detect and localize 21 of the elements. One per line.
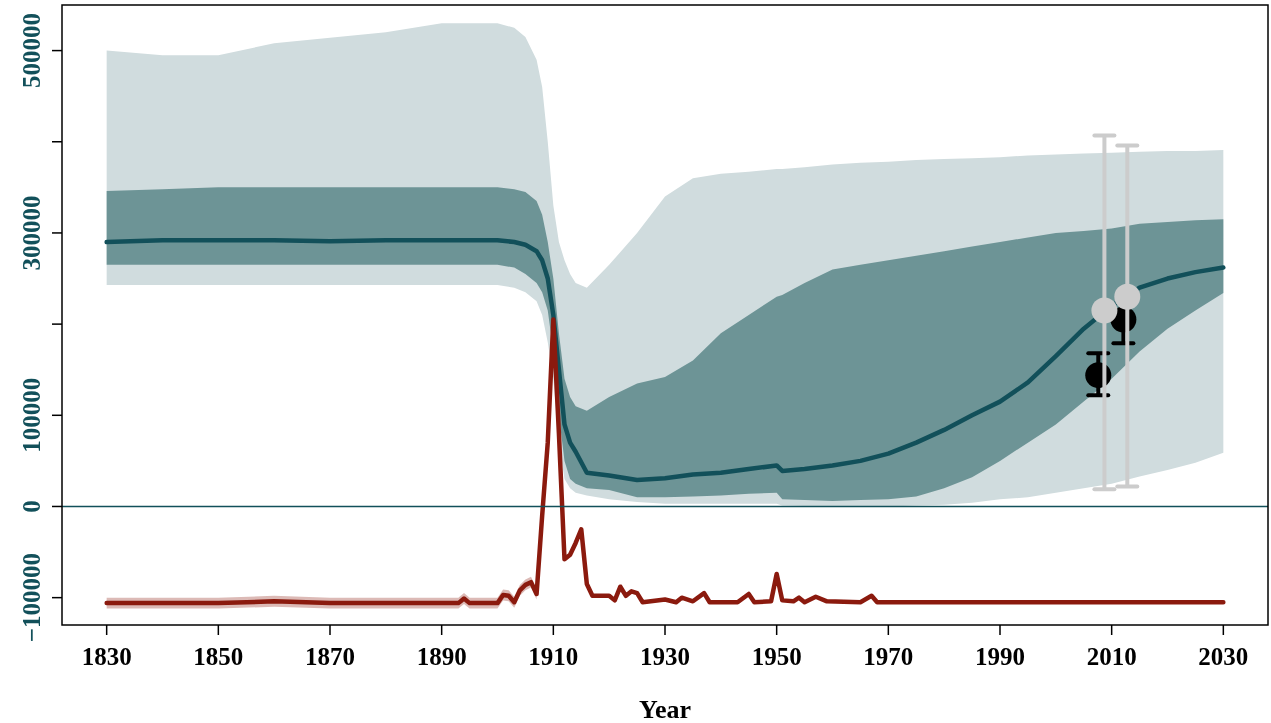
x-tick-label: 1870 <box>305 643 355 670</box>
x-tick-label: 1970 <box>863 643 914 670</box>
point <box>1091 297 1118 324</box>
y-tick-label: 100000 <box>18 377 45 453</box>
line-series <box>104 237 1226 483</box>
x-tick-label: 2010 <box>1086 643 1137 670</box>
y-tick-label: 500000 <box>18 13 45 89</box>
x-tick-label: 1830 <box>81 643 132 670</box>
y-tick-label: 0 <box>18 500 45 513</box>
x-tick-label: 1930 <box>640 643 690 670</box>
y-tick-label: −100000 <box>18 553 45 643</box>
x-tick-label: 2030 <box>1198 643 1249 670</box>
line-series <box>104 317 1226 606</box>
x-tick-label: 1990 <box>975 643 1025 670</box>
point <box>1114 283 1141 310</box>
x-tick-label: 1850 <box>193 643 244 670</box>
x-axis-title: Year <box>639 695 691 723</box>
x-tick-label: 1890 <box>416 643 467 670</box>
y-tick-label: 300000 <box>18 195 45 271</box>
x-tick-label: 1910 <box>528 643 579 670</box>
x-tick-label: 1950 <box>751 643 802 670</box>
